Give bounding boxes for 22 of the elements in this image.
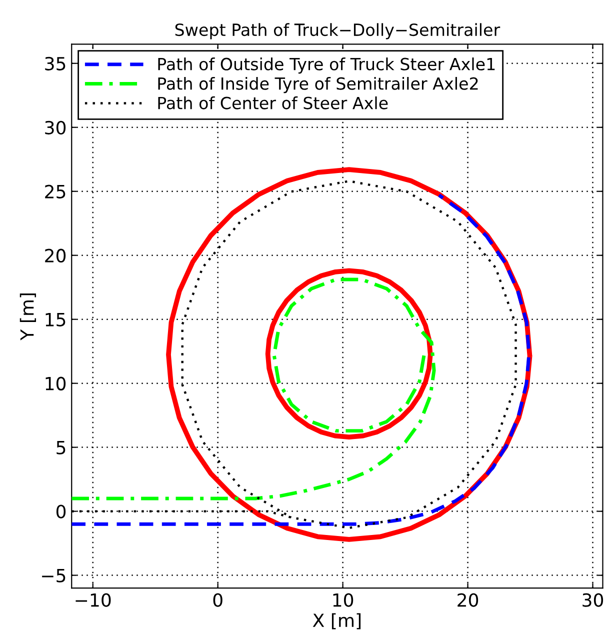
x-tick-label: −10 [76,593,111,607]
legend-label: Path of Inside Tyre of Semitrailer Axle2 [158,76,478,94]
x-tick-label: 30 [582,593,604,607]
y-tick-label: 25 [45,184,66,198]
x-tick-label: 0 [213,593,222,607]
y-tick-label: 35 [45,56,66,70]
y-tick-label: 20 [45,248,66,262]
y-tick-label: 10 [46,376,66,390]
y-tick-label: 5 [56,441,66,454]
x-axis-title: X [m] [312,613,361,630]
y-tick-label: 0 [56,504,66,518]
y-axis-title: Y [m] [20,293,36,340]
y-tick-label: −5 [42,568,66,582]
line-series [72,278,436,500]
line-series [265,268,433,440]
chart-title: Swept Path of Truck−Dolly−Semitrailer [175,23,500,40]
x-tick-label: 10 [333,593,354,607]
x-tick-label: 20 [458,593,478,607]
legend-label: Path of Center of Steer Axle [158,96,388,110]
y-tick-label: 15 [46,313,66,326]
legend-label: Path of Outside Tyre of Truck Steer Axle1 [158,58,495,74]
y-tick-label: 30 [45,120,66,134]
